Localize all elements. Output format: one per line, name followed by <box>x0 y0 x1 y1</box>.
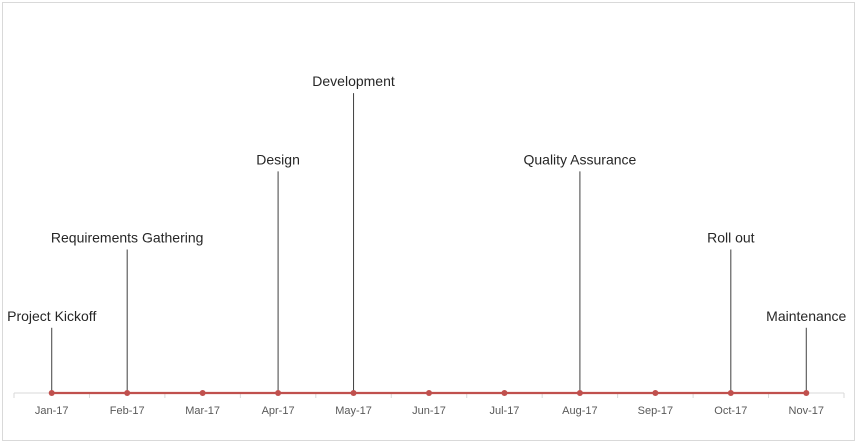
timeline-marker <box>576 390 583 396</box>
milestone-label: Maintenance <box>766 308 846 324</box>
timeline-marker <box>199 390 206 396</box>
x-tick-label: Jan-17 <box>35 405 69 417</box>
timeline-marker <box>48 390 55 396</box>
timeline-marker <box>275 390 282 396</box>
milestone-label: Quality Assurance <box>523 151 636 167</box>
x-tick-label: Aug-17 <box>562 405 597 417</box>
x-tick-label: Feb-17 <box>110 405 145 417</box>
x-tick-label: Sep-17 <box>638 405 673 417</box>
timeline-marker <box>803 390 810 396</box>
x-tick-label: Mar-17 <box>185 405 220 417</box>
milestone-label: Project Kickoff <box>7 308 96 324</box>
milestone-label: Design <box>256 151 300 167</box>
timeline-marker <box>350 390 357 396</box>
timeline-marker <box>426 390 432 396</box>
timeline-marker <box>652 390 659 396</box>
x-tick-label: Apr-17 <box>262 405 295 417</box>
x-tick-label: Jun-17 <box>412 405 446 417</box>
timeline-marker <box>124 390 131 396</box>
x-tick-label: Nov-17 <box>789 405 824 417</box>
milestone-label: Requirements Gathering <box>51 230 204 246</box>
x-tick-label: Oct-17 <box>714 405 747 417</box>
x-tick-label: Jul-17 <box>489 405 519 417</box>
chart-frame <box>2 2 855 441</box>
timeline-marker <box>727 390 734 396</box>
x-tick-label: May-17 <box>335 405 372 417</box>
milestone-label: Development <box>312 73 395 89</box>
timeline-marker <box>501 390 508 396</box>
milestone-label: Roll out <box>707 230 755 246</box>
